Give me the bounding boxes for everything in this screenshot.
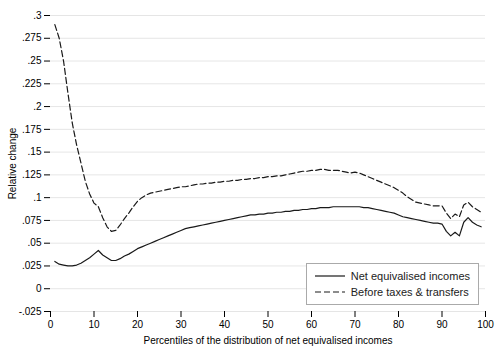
svg-text:.275: .275 — [22, 32, 42, 43]
svg-text:0: 0 — [36, 283, 42, 294]
svg-text:80: 80 — [393, 319, 405, 330]
svg-text:.1: .1 — [33, 192, 42, 203]
svg-text:-.025: -.025 — [19, 306, 42, 317]
svg-text:.125: .125 — [22, 169, 42, 180]
svg-text:90: 90 — [436, 319, 448, 330]
svg-text:.2: .2 — [33, 101, 42, 112]
svg-text:.05: .05 — [28, 237, 42, 248]
svg-text:.25: .25 — [28, 55, 42, 66]
svg-text:Percentiles of the distributio: Percentiles of the distribution of net e… — [143, 335, 392, 346]
svg-text:Relative change: Relative change — [7, 127, 18, 199]
html-text:Before taxes & transfers: Before taxes & transfers — [350, 286, 469, 298]
svg-text:.075: .075 — [22, 215, 42, 226]
svg-text:60: 60 — [306, 319, 318, 330]
svg-text:.3: .3 — [33, 10, 42, 21]
svg-text:.225: .225 — [22, 78, 42, 89]
svg-text:100: 100 — [477, 319, 494, 330]
svg-text:40: 40 — [219, 319, 231, 330]
html-text:Net equivalised incomes: Net equivalised incomes — [350, 270, 470, 282]
svg-text:10: 10 — [88, 319, 100, 330]
svg-text:50: 50 — [262, 319, 274, 330]
svg-text:20: 20 — [132, 319, 144, 330]
svg-text:70: 70 — [349, 319, 361, 330]
svg-text:30: 30 — [175, 319, 187, 330]
svg-text:.175: .175 — [22, 124, 42, 135]
svg-text:.025: .025 — [22, 260, 42, 271]
svg-text:.15: .15 — [28, 146, 42, 157]
svg-text:0: 0 — [48, 319, 54, 330]
